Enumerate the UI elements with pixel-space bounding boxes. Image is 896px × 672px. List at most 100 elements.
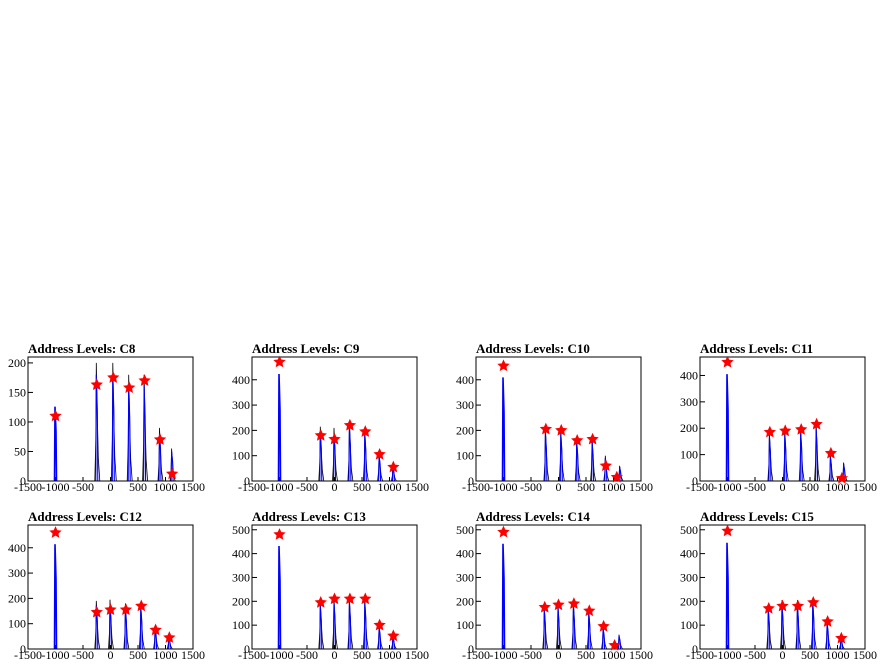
- peak-marker: [343, 418, 357, 431]
- y-tick-label: 300: [456, 570, 474, 584]
- x-tick-label: -1500: [462, 480, 490, 494]
- histogram-bar: [95, 374, 99, 482]
- x-tick-label: -1500: [686, 480, 714, 494]
- peak-marker: [387, 460, 400, 473]
- panel-c14: Address Levels: C14 0 100 200 300 400 500 -1500…: [456, 509, 653, 662]
- x-tick-label: 1500: [853, 480, 877, 494]
- histogram-bar: [124, 607, 128, 650]
- histogram-bar: [277, 545, 282, 650]
- x-tick-label: 0: [332, 480, 338, 494]
- panel-c9: Address Levels: C9 0 100 200 300 400 -1500 -100…: [232, 341, 429, 494]
- plot-frame: [699, 356, 866, 482]
- histogram-bar: [725, 542, 730, 650]
- y-tick-label: 0: [244, 474, 250, 488]
- x-tick-label: -1000: [490, 480, 518, 494]
- peak-marker: [763, 425, 777, 438]
- x-tick-label: 1000: [826, 648, 850, 662]
- peak-marker: [824, 446, 838, 459]
- x-tick-label: 500: [801, 480, 819, 494]
- histogram-bar: [768, 437, 772, 482]
- x-tick-label: -1500: [462, 648, 490, 662]
- peak-marker: [328, 432, 341, 445]
- x-tick-label: 1500: [405, 480, 429, 494]
- y-tick-label: 200: [8, 591, 26, 605]
- peak-marker: [610, 470, 623, 483]
- histogram-bar: [501, 543, 506, 650]
- histogram-bar: [591, 442, 595, 482]
- peak-marker: [273, 528, 286, 540]
- histogram-bar: [543, 610, 547, 650]
- plot-frame: [251, 356, 418, 482]
- peak-marker: [314, 596, 327, 608]
- plot-frame: [251, 524, 418, 650]
- histogram-bar: [767, 610, 771, 650]
- x-tick-label: -500: [296, 480, 318, 494]
- x-tick-label: -1500: [14, 480, 42, 494]
- peak-marker: [762, 601, 775, 614]
- histogram-bar: [501, 377, 506, 482]
- peak-marker: [49, 526, 62, 538]
- panel-c11: Address Levels: C11 0 100 200 300 400 -1500 -10…: [680, 341, 877, 494]
- x-tick-label: -500: [744, 648, 766, 662]
- histogram-bar: [587, 613, 591, 650]
- peak-marker: [153, 433, 167, 445]
- peak-marker: [807, 596, 820, 608]
- peak-marker: [373, 447, 386, 460]
- histogram-bar: [602, 628, 606, 650]
- y-tick-label: 0: [468, 474, 474, 488]
- x-tick-label: 1500: [405, 648, 429, 662]
- x-tick-label: 500: [353, 480, 371, 494]
- x-tick-label: 1500: [629, 648, 653, 662]
- histogram-bar: [391, 637, 395, 650]
- y-tick-label: 100: [680, 618, 698, 632]
- x-tick-label: 500: [129, 648, 147, 662]
- y-tick-label: 500: [232, 523, 250, 537]
- histogram-bar: [363, 434, 367, 482]
- x-tick-label: -500: [72, 480, 94, 494]
- x-tick-label: 1500: [629, 480, 653, 494]
- panel-title: Address Levels: C10: [476, 341, 590, 356]
- peak-marker: [835, 631, 848, 644]
- peak-marker: [273, 355, 286, 368]
- histogram-bar: [826, 623, 830, 650]
- peak-marker: [721, 355, 734, 368]
- x-tick-label: -1500: [238, 480, 266, 494]
- panel-c12: Address Levels: C12 0 100 200 300 400 -1500 -10…: [8, 509, 205, 662]
- y-tick-label: 200: [680, 594, 698, 608]
- x-tick-label: 1500: [181, 648, 205, 662]
- peak-marker: [776, 599, 789, 612]
- peak-marker: [552, 598, 565, 611]
- y-tick-label: 200: [456, 423, 474, 437]
- y-tick-label: 300: [232, 570, 250, 584]
- y-tick-label: 100: [8, 617, 26, 631]
- peak-marker: [90, 605, 103, 618]
- peak-marker: [359, 425, 372, 437]
- peak-marker: [586, 432, 599, 445]
- histogram-bar: [617, 635, 622, 650]
- x-tick-label: -1000: [714, 648, 742, 662]
- histogram-bar: [53, 544, 58, 650]
- x-tick-label: 500: [577, 480, 595, 494]
- panel-c10: Address Levels: C10 0 100 200 300 400 -1500 -10…: [456, 341, 653, 494]
- y-tick-label: 200: [456, 594, 474, 608]
- histogram-bar: [143, 385, 147, 482]
- histogram-bar: [139, 607, 143, 650]
- histogram-bar: [378, 455, 382, 482]
- histogram-bar: [815, 428, 819, 482]
- peak-marker: [138, 374, 151, 386]
- x-tick-label: 500: [801, 648, 819, 662]
- peak-marker: [810, 417, 823, 430]
- peak-marker: [497, 359, 510, 372]
- histogram-bar: [811, 603, 815, 650]
- y-tick-label: 0: [692, 642, 698, 656]
- histogram-bar: [575, 442, 579, 482]
- panel-title: Address Levels: C13: [252, 509, 366, 524]
- histogram-bar: [725, 374, 730, 482]
- plot-frame: [27, 524, 194, 650]
- peak-marker: [721, 524, 734, 537]
- histogram-bar: [332, 602, 337, 650]
- x-tick-label: 1000: [602, 648, 626, 662]
- histogram-bar: [544, 433, 548, 482]
- x-tick-label: -1000: [42, 648, 70, 662]
